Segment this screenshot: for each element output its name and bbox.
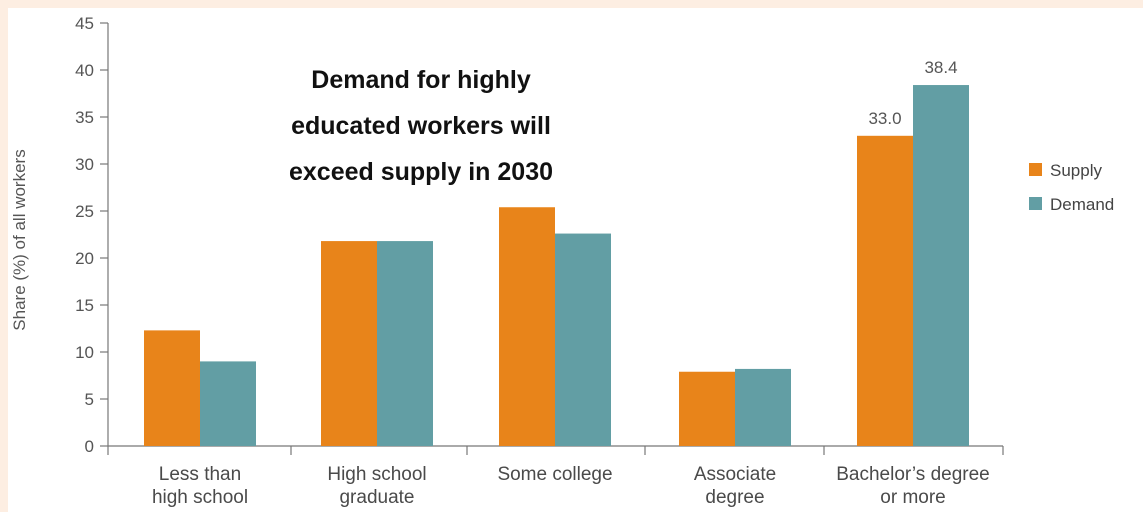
bar-supply-4 xyxy=(857,135,913,447)
bar-demand-2 xyxy=(555,233,611,446)
y-tick-label: 20 xyxy=(75,249,94,268)
category-label: Some college xyxy=(497,464,612,485)
data-label: 33.0 xyxy=(868,109,901,128)
legend-label-demand: Demand xyxy=(1050,195,1114,214)
title-line: educated workers will xyxy=(291,112,551,140)
data-label: 38.4 xyxy=(924,58,957,77)
legend: Supply Demand xyxy=(1029,161,1114,214)
legend-swatch-supply xyxy=(1029,163,1042,176)
y-tick-label: 10 xyxy=(75,343,94,362)
y-tick-label: 0 xyxy=(85,437,94,456)
y-tick-label: 5 xyxy=(85,390,94,409)
bars xyxy=(144,85,969,447)
y-tick-label: 25 xyxy=(75,202,94,221)
title-line: Demand for highly xyxy=(311,66,531,94)
category-label: Bachelor’s degree or more xyxy=(836,464,990,508)
bar-supply-0 xyxy=(144,330,200,446)
y-tick-label: 15 xyxy=(75,296,94,315)
category-label: Associate degree xyxy=(694,464,776,508)
bar-demand-1 xyxy=(377,241,433,446)
bar-supply-3 xyxy=(679,371,735,446)
legend-swatch-demand xyxy=(1029,197,1042,210)
y-tick-label: 45 xyxy=(75,14,94,33)
y-tick-label: 40 xyxy=(75,61,94,80)
bar-chart: 0 5 10 15 20 25 30 35 40 45 Share (%) of all worke… xyxy=(10,14,1114,508)
bar-supply-1 xyxy=(321,241,377,446)
category-label: Less than high school xyxy=(152,464,248,508)
bar-demand-4 xyxy=(913,85,969,446)
bar-demand-0 xyxy=(200,361,256,446)
y-tick-label: 30 xyxy=(75,155,94,174)
title-line: exceed supply in 2030 xyxy=(289,158,553,186)
axes: 0 5 10 15 20 25 30 35 40 45 Share (%) of all worke… xyxy=(10,14,1004,508)
y-axis-label: Share (%) of all workers xyxy=(10,149,29,330)
legend-label-supply: Supply xyxy=(1050,161,1102,180)
bar-supply-2 xyxy=(499,207,555,446)
data-labels: 33.0 38.4 xyxy=(868,58,957,128)
bar-demand-3 xyxy=(735,368,791,446)
chart-title: Demand for highly educated workers will ex… xyxy=(289,66,553,186)
chart-frame: 0 5 10 15 20 25 30 35 40 45 Share (%) of all worke… xyxy=(8,8,1143,512)
category-label: High school graduate xyxy=(327,464,426,508)
y-tick-label: 35 xyxy=(75,108,94,127)
